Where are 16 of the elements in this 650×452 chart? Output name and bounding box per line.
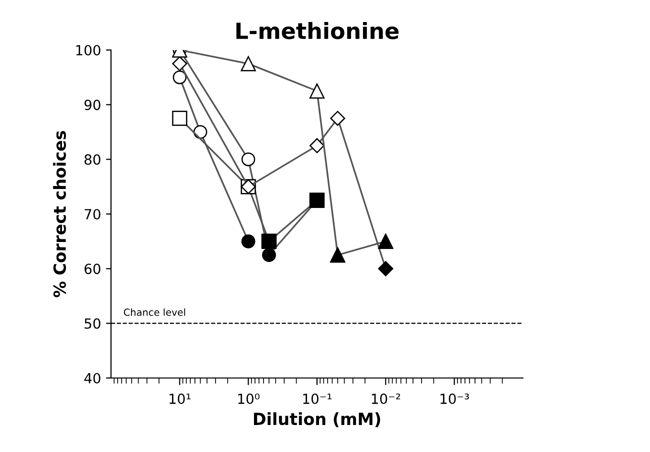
x-tick-label: 10⁻³ — [440, 394, 469, 404]
x-tick-label: 10⁻² — [372, 394, 400, 404]
y-tick-label: 50 — [84, 318, 100, 329]
ref-line-label: Chance level — [124, 308, 186, 316]
y-tick-label: 70 — [84, 208, 100, 220]
x-tick-label: 10¹ — [170, 394, 191, 404]
x-tick-label: 10⁰ — [238, 394, 260, 404]
y-tick-label: 90 — [84, 100, 100, 110]
y-tick-label: 40 — [84, 372, 100, 384]
y-axis-title: % Correct choices — [53, 131, 66, 298]
x-axis-title: Dilution (mM) — [254, 412, 380, 428]
chart-title: L-methionine — [236, 22, 399, 40]
x-tick-label: 10⁻¹ — [303, 394, 332, 404]
y-tick-label: 80 — [84, 154, 100, 165]
y-tick-label: 60 — [84, 264, 100, 274]
y-tick-label: 100 — [76, 44, 100, 56]
